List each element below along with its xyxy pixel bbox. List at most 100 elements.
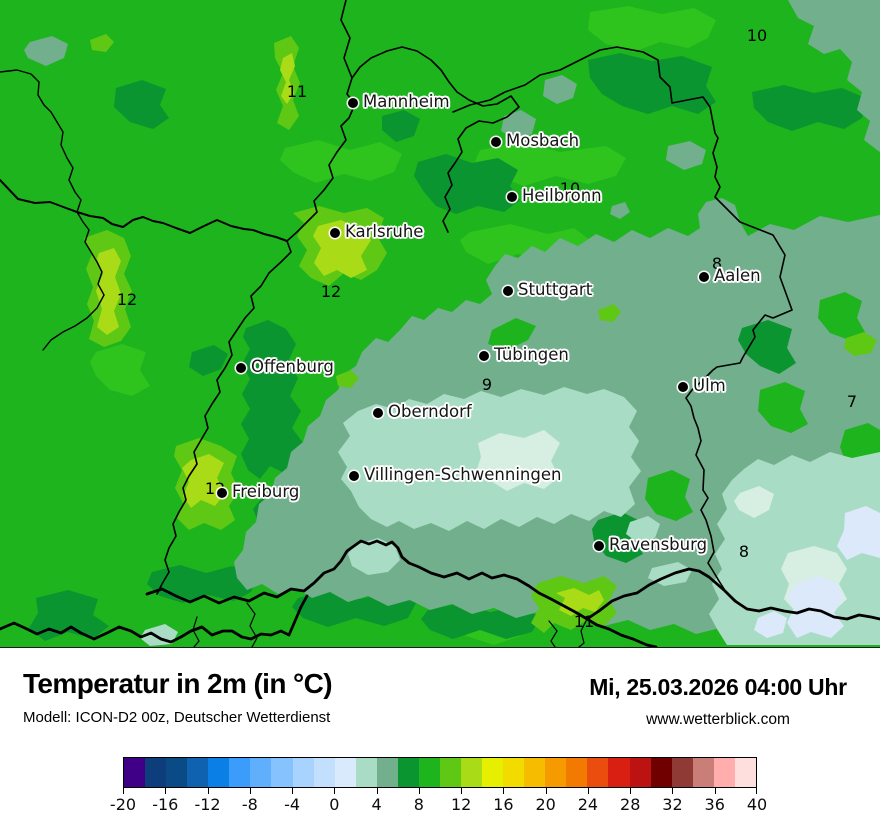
legend-color-segment — [713, 758, 735, 787]
city-dot-icon — [491, 137, 501, 147]
legend-color-segment — [587, 758, 609, 787]
legend-color-segment — [187, 758, 209, 787]
legend-color-segment — [503, 758, 525, 787]
legend-tick-mark — [165, 788, 167, 794]
legend-color-segment — [208, 758, 230, 787]
legend-color-segment — [692, 758, 714, 787]
temp-value-label: 10 — [559, 179, 581, 199]
legend-tick-mark — [376, 788, 378, 794]
city-label: Mosbach — [506, 131, 580, 150]
legend-color-segment — [124, 758, 146, 787]
city-label: Oberndorf — [388, 402, 472, 421]
legend-color-segment — [482, 758, 504, 787]
temp-value-label: 11 — [286, 82, 308, 102]
legend-tick-mark — [587, 788, 589, 794]
legend-tick-mark — [249, 788, 251, 794]
temperature-field-svg — [0, 0, 880, 647]
city-label: Offenburg — [251, 357, 334, 376]
temp-value-label: 12 — [320, 282, 342, 302]
border-lines — [0, 0, 880, 647]
temperature-map: 10 11 10 8 12 12 9 7 12 8 11 Mannheim Mosbach Heilbr… — [0, 0, 880, 648]
city-dot-icon — [373, 408, 383, 418]
legend-tick-mark — [334, 788, 336, 794]
legend-tick-mark — [503, 788, 505, 794]
temperature-labels-layer: 10 11 10 8 12 12 9 7 12 8 11 — [116, 26, 858, 632]
city-dot-icon — [479, 351, 489, 361]
legend-color-segment — [376, 758, 398, 787]
city-label: Heilbronn — [522, 186, 602, 205]
city-label: Karlsruhe — [345, 222, 424, 241]
legend-color-segment — [418, 758, 440, 787]
city-label: Freiburg — [232, 482, 300, 501]
website-url: www.wetterblick.com — [646, 711, 790, 728]
legend-tick-label: 28 — [620, 795, 641, 814]
legend-color-segment — [461, 758, 483, 787]
city-dot-icon — [594, 541, 604, 551]
city-label: Stuttgart — [518, 280, 593, 299]
forecast-datetime: Mi, 25.03.2026 04:00 Uhr — [589, 674, 847, 700]
legend-color-segment — [671, 758, 693, 787]
legend-color-segment — [439, 758, 461, 787]
legend-color-segment — [524, 758, 546, 787]
legend-color-segment — [334, 758, 356, 787]
temp-value-label: 7 — [846, 392, 858, 412]
city-label: Villingen-Schwenningen — [364, 465, 562, 484]
legend-tick-label: 12 — [450, 795, 472, 814]
city-dot-icon — [217, 488, 227, 498]
legend-tick-label: -8 — [241, 795, 258, 814]
city-dot-icon — [349, 471, 359, 481]
legend-tick-mark — [123, 788, 124, 794]
temp-value-label: 10 — [746, 26, 768, 46]
legend-tick-mark — [714, 788, 716, 794]
temperature-legend: -20 -16 -12 -8 -4 0 4 8 12 16 20 24 28 32 36 40 — [110, 757, 767, 817]
city-label: Aalen — [714, 266, 761, 285]
city-dot-icon — [678, 382, 688, 392]
city-label: Ravensburg — [609, 535, 708, 554]
city-dot-icon — [348, 98, 358, 108]
temp-value-label: 8 — [738, 542, 750, 562]
legend-tick-mark — [418, 788, 420, 794]
legend-tick-label: 8 — [413, 795, 424, 814]
legend-tick-label: 40 — [746, 795, 768, 814]
legend-color-segment — [250, 758, 272, 787]
legend-color-segment — [545, 758, 567, 787]
legend-tick-mark — [756, 788, 757, 794]
legend-tick-label: -20 — [109, 795, 137, 814]
temperature-field — [0, 0, 880, 647]
city-dot-icon — [330, 228, 340, 238]
legend-tick-mark — [630, 788, 632, 794]
legend-tick-label: 36 — [704, 795, 725, 814]
legend-tick-label: 32 — [662, 795, 683, 814]
city-dot-icon — [507, 192, 517, 202]
model-info: Modell: ICON-D2 00z, Deutscher Wetterdie… — [23, 709, 331, 726]
city-label: Tübingen — [494, 345, 569, 364]
legend-color-segment — [229, 758, 251, 787]
legend-color-segment — [166, 758, 188, 787]
city-dot-icon — [503, 286, 513, 296]
city-dot-icon — [236, 363, 246, 373]
city-label: Ulm — [693, 376, 726, 395]
legend-color-bar — [123, 757, 757, 788]
legend-color-segment — [650, 758, 672, 787]
legend-color-segment — [355, 758, 377, 787]
legend-tick-label: -16 — [152, 795, 179, 814]
legend-tick-label: 16 — [493, 795, 514, 814]
temp-value-label: 8 — [711, 254, 723, 274]
legend-tick-label: 4 — [371, 795, 382, 814]
legend-tick-mark — [672, 788, 674, 794]
temp-value-label: 9 — [481, 375, 493, 395]
temp-value-label: 11 — [573, 612, 595, 632]
legend-tick-label: 24 — [577, 795, 599, 814]
city-label: Mannheim — [363, 92, 450, 111]
legend-tick-label: 20 — [535, 795, 556, 814]
city-dot-icon — [699, 272, 709, 282]
legend-color-segment — [629, 758, 651, 787]
temp-value-label: 12 — [116, 290, 138, 310]
legend-color-segment — [292, 758, 314, 787]
legend-color-segment — [566, 758, 588, 787]
legend-color-segment — [397, 758, 419, 787]
legend-tick-label: -4 — [284, 795, 301, 814]
legend-tick-label: 0 — [329, 795, 340, 814]
city-markers-layer: Mannheim Mosbach Heilbronn Karlsruhe Stuttga… — [217, 92, 761, 554]
